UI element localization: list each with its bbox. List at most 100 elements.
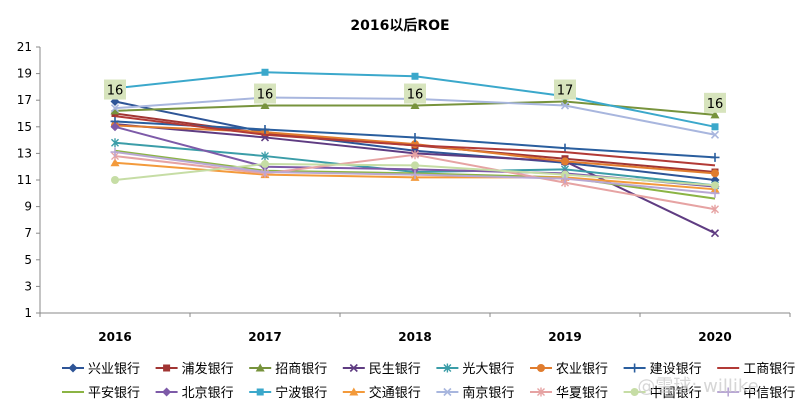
y-tick-label: 1: [24, 306, 32, 320]
legend-item: 兴业银行: [62, 362, 140, 377]
data-point: [630, 388, 639, 396]
data-label-text: 16: [257, 88, 274, 103]
x-tick-label: 2019: [548, 330, 581, 344]
data-labels: 16 16 16 17 16: [104, 79, 726, 113]
data-point: [261, 160, 269, 169]
data-point: [163, 364, 171, 372]
data-point: [110, 147, 120, 157]
data-label: 16: [254, 83, 276, 104]
data-point: [256, 388, 264, 396]
data-point: [410, 132, 420, 142]
data-label-box: [254, 83, 276, 104]
legend-item: 农业银行: [530, 362, 608, 377]
data-label-text: 16: [407, 88, 424, 103]
legend-label: 招商银行: [275, 362, 327, 377]
legend-label: 平安银行: [88, 386, 140, 401]
legend-item: 建设银行: [623, 362, 702, 377]
data-point: [560, 174, 570, 184]
y-tick-label: 9: [24, 200, 32, 214]
legend-label: 交通银行: [369, 385, 421, 401]
watermark: @雪球: willike: [637, 376, 758, 397]
x-tick-label: 2016: [98, 330, 131, 344]
data-point: [711, 204, 719, 214]
data-label: 16: [704, 92, 726, 113]
legend-item: 中信银行: [717, 386, 795, 401]
legend-item: 光大银行: [436, 362, 514, 377]
legend-item: 宁波银行: [249, 385, 327, 401]
y-tick-label: 13: [17, 146, 32, 160]
data-point: [260, 124, 270, 134]
legend-item: 南京银行: [436, 385, 514, 401]
data-label-box: [554, 79, 576, 100]
y-tick-label: 11: [17, 173, 32, 187]
x-tick-label: 2020: [698, 330, 731, 344]
legend-label: 宁波银行: [275, 385, 327, 401]
series-15: [111, 160, 719, 190]
series-line: [114, 115, 716, 167]
y-tick-label: 5: [24, 253, 32, 267]
data-point: [710, 188, 720, 198]
data-point: [411, 150, 419, 160]
data-point: [710, 152, 720, 162]
data-point: [260, 101, 270, 110]
data-point: [261, 68, 269, 76]
legend-label: 中国银行: [650, 386, 702, 401]
data-point: [561, 157, 569, 166]
data-point: [711, 181, 719, 190]
x-tick-label: 2017: [248, 330, 281, 344]
legend-label: 浦发银行: [182, 361, 234, 377]
data-point: [711, 169, 719, 178]
data-point: [710, 110, 720, 119]
data-point: [110, 106, 120, 115]
chart-title: 2016以后ROE: [350, 17, 449, 34]
legend-label: 民生银行: [369, 362, 421, 377]
legend-label: 光大银行: [462, 362, 514, 377]
data-point: [110, 122, 120, 132]
y-tick-label: 19: [17, 67, 32, 81]
data-point: [443, 363, 452, 373]
data-point: [111, 138, 119, 148]
data-point: [411, 161, 419, 170]
data-point: [349, 387, 359, 396]
data-point: [111, 176, 119, 184]
legend-item: 工商银行: [717, 362, 795, 377]
legend-item: 北京银行: [155, 386, 234, 401]
legend-label: 南京银行: [462, 385, 514, 401]
legend-item: 招商银行: [249, 362, 327, 377]
data-point: [349, 363, 358, 373]
data-point: [260, 167, 270, 177]
data-point: [261, 151, 269, 161]
legend-item: 交通银行: [342, 385, 421, 401]
series-16: [110, 147, 720, 198]
data-point: [630, 363, 640, 373]
data-label: 17: [554, 79, 576, 100]
data-point: [410, 101, 420, 110]
data-point: [110, 158, 120, 167]
y-tick-label: 3: [24, 279, 32, 293]
data-point: [710, 130, 720, 139]
data-label-box: [404, 83, 426, 104]
legend-item: 浦发银行: [155, 361, 234, 377]
data-label-box: [104, 79, 126, 100]
data-point: [443, 387, 452, 397]
x-tick-label: 2018: [398, 330, 431, 344]
data-point: [110, 104, 120, 113]
legend-label: 华夏银行: [556, 386, 608, 401]
legend-item: 平安银行: [62, 386, 140, 401]
series-lines: [110, 68, 720, 238]
data-label-text: 16: [107, 84, 124, 99]
legend-label: 中信银行: [743, 386, 795, 401]
data-point: [162, 387, 172, 397]
data-point: [255, 363, 265, 372]
legend-label: 北京银行: [182, 386, 234, 401]
legend-item: 民生银行: [342, 362, 421, 377]
data-label: 16: [104, 79, 126, 100]
legend-item: 华夏银行: [530, 386, 608, 401]
data-point: [68, 363, 78, 373]
data-point: [560, 101, 570, 110]
data-point: [711, 123, 719, 131]
data-point: [411, 72, 419, 80]
